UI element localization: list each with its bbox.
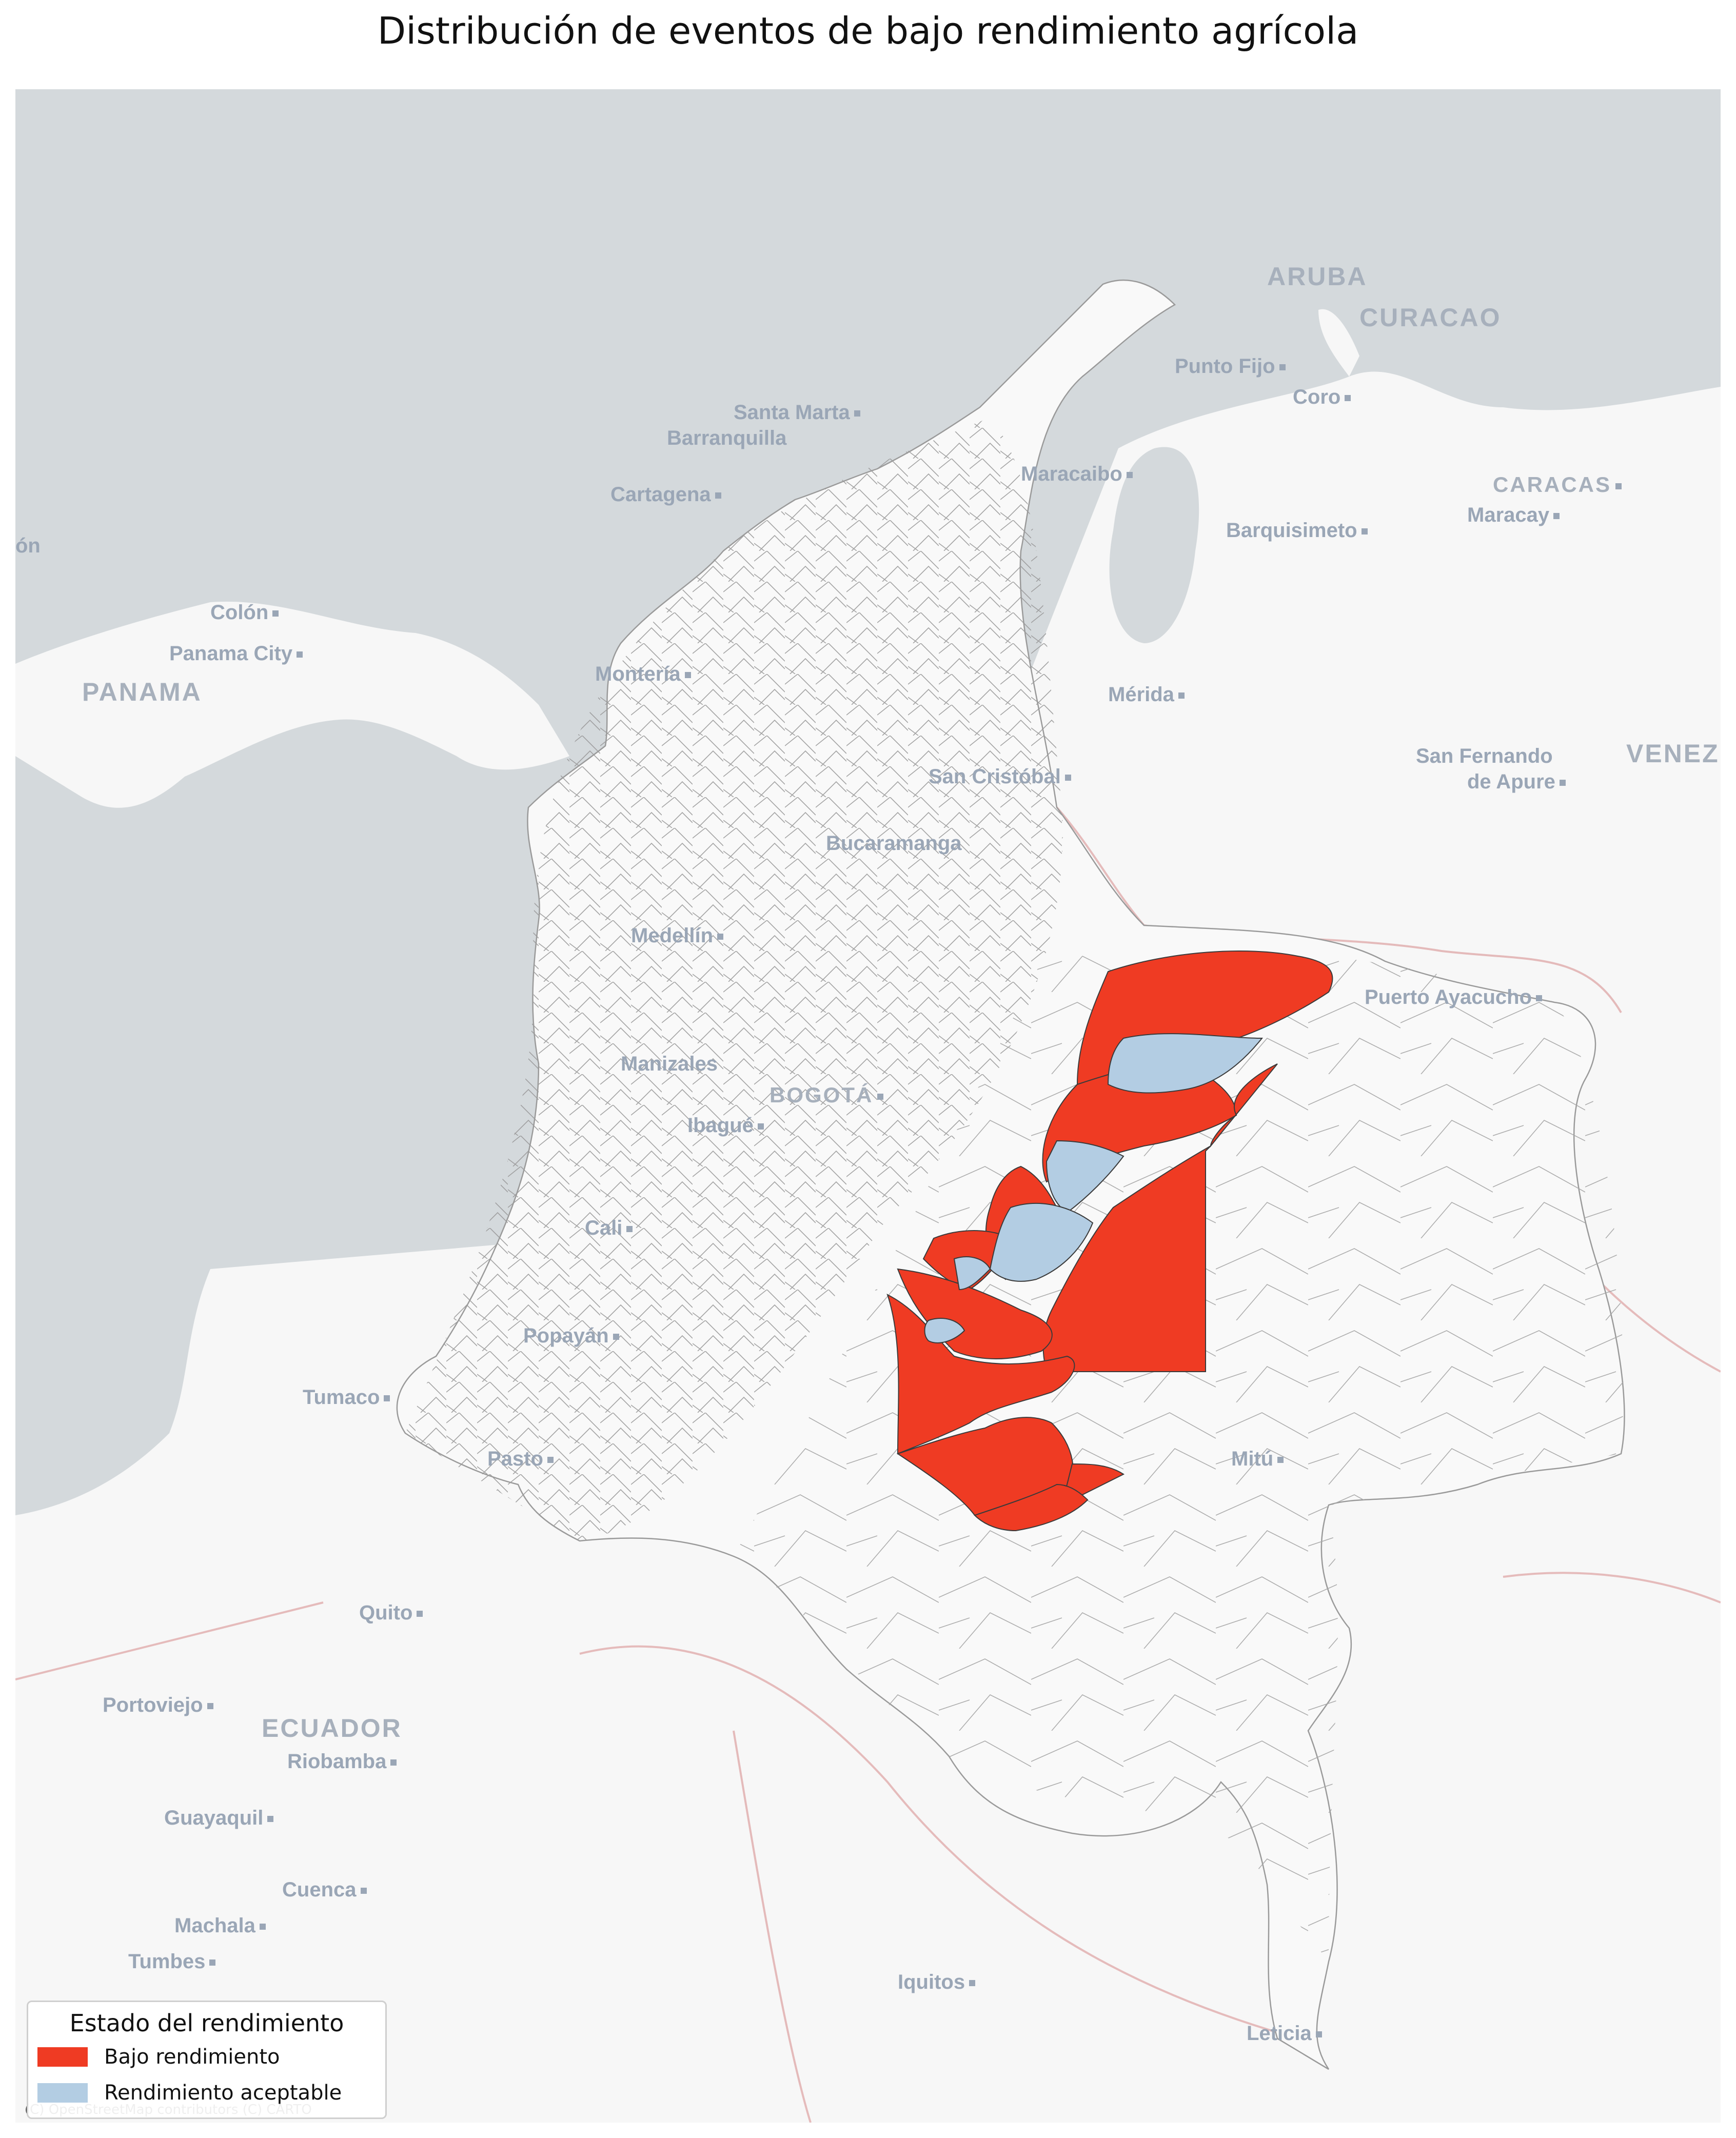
label-guayaquil: Guayaquil <box>164 1808 274 1828</box>
city-dot-icon <box>1126 472 1133 479</box>
city-dot-icon <box>259 1924 266 1930</box>
city-dot-icon <box>757 1123 764 1130</box>
label-medellin: Medellín <box>631 925 724 946</box>
label-maracaibo: Maracaibo <box>1021 464 1133 484</box>
label-tumaco: Tumaco <box>303 1387 390 1408</box>
city-dot-icon <box>417 1611 423 1617</box>
label-machala: Machala <box>174 1915 266 1936</box>
label-merida: Mérida <box>1108 684 1185 705</box>
label-maracay: Maracay <box>1467 505 1560 525</box>
city-dot-icon <box>626 1226 633 1233</box>
label-panama-city: Panama City <box>169 643 303 664</box>
label-san-fernando: San Fernando <box>1416 745 1553 767</box>
city-dot-icon <box>1361 528 1368 535</box>
label-venezuela: VENEZ <box>1626 739 1720 768</box>
label-manizales: Manizales <box>621 1053 718 1075</box>
label-cartagena: Cartagena <box>610 484 721 505</box>
label-barranquilla: Barranquilla <box>667 427 787 449</box>
label-coro: Coro <box>1293 387 1351 407</box>
label-punto-fijo: Punto Fijo <box>1175 356 1286 377</box>
city-dot-icon <box>267 1816 274 1823</box>
city-dot-icon <box>613 1334 619 1340</box>
legend-swatch-acceptable-yield <box>37 2083 88 2103</box>
legend-title: Estado del rendimiento <box>69 2009 344 2037</box>
legend-swatch-low-yield <box>37 2047 88 2067</box>
city-dot-icon <box>207 1703 213 1710</box>
city-dot-icon <box>969 1980 976 1987</box>
legend-item-acceptable-yield: Rendimiento aceptable <box>37 2080 342 2106</box>
city-dot-icon <box>547 1457 554 1463</box>
city-dot-icon <box>1315 2031 1322 2038</box>
label-mitu: Mitú <box>1231 1449 1284 1469</box>
city-dot-icon <box>715 492 721 499</box>
label-colon: Colón <box>210 602 279 623</box>
city-dot-icon <box>1277 1457 1284 1463</box>
legend-label: Bajo rendimiento <box>104 2045 280 2069</box>
label-pasto: Pasto <box>487 1449 554 1469</box>
label-cali: Cali <box>585 1218 633 1238</box>
label-bogota: BOGOTÁ <box>770 1084 884 1106</box>
label-caracas: CARACAS <box>1493 474 1622 496</box>
label-cuenca: Cuenca <box>282 1879 367 1900</box>
label-tumbes: Tumbes <box>128 1951 216 1972</box>
label-leticia: Leticia <box>1247 2023 1322 2044</box>
city-dot-icon <box>390 1759 397 1766</box>
label-puerto-ayacucho: Puerto Ayacucho <box>1365 987 1542 1007</box>
label-panama: PANAMA <box>82 678 202 706</box>
map-legend: Estado del rendimiento Bajo rendimiento … <box>27 2001 387 2119</box>
city-dot-icon <box>360 1888 367 1894</box>
city-dot-icon <box>1345 395 1351 402</box>
label-san-cristobal: San Cristóbal <box>929 766 1071 787</box>
city-dot-icon <box>297 651 303 658</box>
label-edge-on: ón <box>15 534 41 557</box>
city-dot-icon <box>1178 692 1185 699</box>
label-iquitos: Iquitos <box>898 1972 976 1992</box>
city-dot-icon <box>1064 775 1071 781</box>
label-popayan: Popayán <box>523 1325 619 1346</box>
label-de-apure: de Apure <box>1467 771 1566 792</box>
city-dot-icon <box>272 610 279 617</box>
label-curacao: CURACAO <box>1359 303 1502 332</box>
city-dot-icon <box>717 934 724 940</box>
label-riobamba: Riobamba <box>287 1751 397 1772</box>
city-dot-icon <box>1559 780 1566 786</box>
city-dot-icon <box>1553 513 1560 520</box>
low-yield-areas[interactable] <box>886 951 1333 1532</box>
map-canvas[interactable]: ARUBA CURACAO Punto Fijo Coro Santa Mart… <box>15 89 1721 2123</box>
city-dot-icon <box>877 1093 884 1100</box>
label-aruba: ARUBA <box>1267 262 1368 291</box>
basemap <box>15 280 1721 2123</box>
label-monteria: Montería <box>595 664 691 684</box>
label-barquisimeto: Barquisimeto <box>1226 520 1368 541</box>
label-ibague: Ibagué <box>687 1115 764 1136</box>
label-ecuador: ECUADOR <box>262 1714 402 1743</box>
map-title: Distribución de eventos de bajo rendimie… <box>377 9 1359 52</box>
label-bucaramanga: Bucaramanga <box>826 832 962 855</box>
city-dot-icon <box>854 410 860 417</box>
city-dot-icon <box>1279 364 1286 371</box>
legend-label: Rendimiento aceptable <box>104 2081 342 2105</box>
acceptable-yield-areas[interactable] <box>924 1033 1264 1343</box>
label-portoviejo: Portoviejo <box>103 1695 213 1715</box>
city-dot-icon <box>209 1959 216 1966</box>
city-dot-icon <box>684 672 691 679</box>
city-dot-icon <box>1615 483 1622 489</box>
legend-item-low-yield: Bajo rendimiento <box>37 2044 280 2070</box>
city-dot-icon <box>384 1395 390 1402</box>
city-dot-icon <box>1536 995 1542 1002</box>
label-quito: Quito <box>359 1602 423 1623</box>
label-santa-marta: Santa Marta <box>734 402 860 423</box>
